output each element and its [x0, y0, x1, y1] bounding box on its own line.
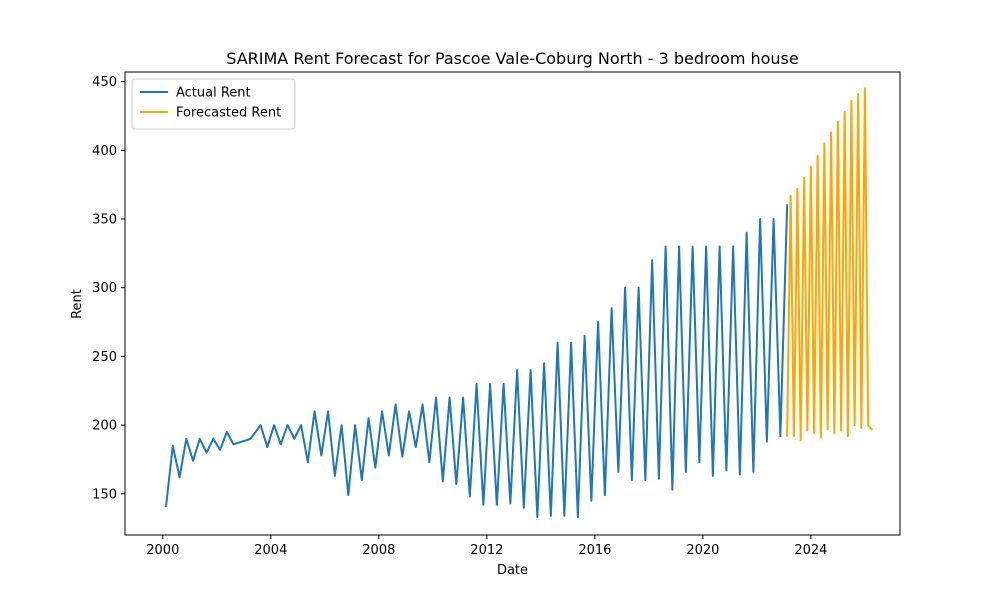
legend-box: [131, 78, 296, 130]
x-tick-label: 2016: [578, 543, 611, 558]
x-tick-label: 2000: [146, 543, 179, 558]
legend-label-1: Forecasted Rent: [176, 106, 281, 121]
x-tick-label: 2024: [794, 543, 827, 558]
chart-title: SARIMA Rent Forecast for Pascoe Vale-Cob…: [226, 49, 798, 68]
y-tick-label: 450: [92, 75, 117, 90]
y-tick-label: 200: [92, 419, 117, 434]
y-axis-title: Rent: [70, 289, 85, 319]
series-line-1: [786, 87, 874, 442]
axes: 2000 2004 2008 2012 2016 2020 2024 150 200 250 300…: [92, 71, 901, 558]
x-tick-label: 2012: [470, 543, 503, 558]
plot-area: [164, 87, 874, 519]
x-tick-label: 2008: [362, 543, 395, 558]
y-tick-label: 300: [92, 281, 117, 296]
series-line-0: [164, 204, 789, 519]
legend: Actual Rent Forecasted Rent: [131, 78, 296, 130]
legend-label-0: Actual Rent: [176, 86, 251, 101]
y-tick-label: 350: [92, 213, 117, 228]
x-tick-label: 2004: [254, 543, 287, 558]
x-tick-label: 2020: [686, 543, 719, 558]
y-tick-label: 150: [92, 487, 117, 502]
plot-frame: [124, 71, 901, 536]
x-axis-title: Date: [497, 563, 528, 578]
y-tick-label: 400: [92, 144, 117, 159]
y-tick-label: 250: [92, 350, 117, 365]
